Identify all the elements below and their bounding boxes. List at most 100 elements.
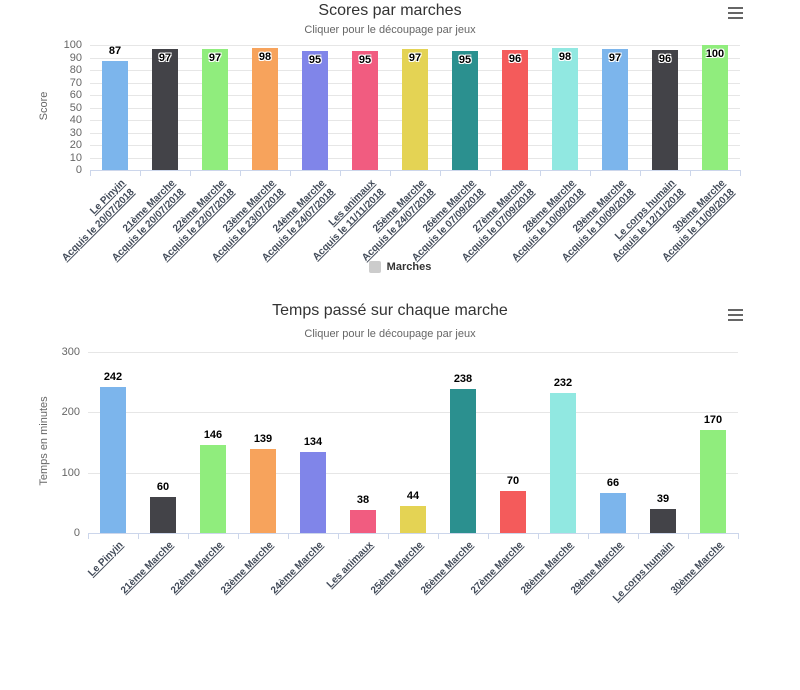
x-axis-tick <box>440 171 441 176</box>
bar[interactable] <box>400 506 426 533</box>
bar[interactable] <box>152 48 178 170</box>
bar-value-label: 98 <box>558 50 572 63</box>
x-axis-tick <box>90 171 91 176</box>
bar[interactable] <box>652 50 678 170</box>
bar[interactable] <box>250 449 276 533</box>
bar[interactable] <box>650 509 676 533</box>
bar[interactable] <box>702 45 728 170</box>
bar[interactable] <box>302 51 328 170</box>
bar-value-label: 100 <box>705 48 725 60</box>
y-axis-tick-label: 30 <box>69 126 82 139</box>
x-axis-tick <box>540 171 541 176</box>
bar-value-label: 97 <box>208 51 222 64</box>
gridline <box>88 352 738 353</box>
bar-value-label: 170 <box>703 414 723 427</box>
bar[interactable] <box>700 430 726 533</box>
y-axis-tick-label: 40 <box>69 114 82 126</box>
x-axis-tick <box>240 171 241 176</box>
bar-value-label: 97 <box>608 51 622 64</box>
bar-value-label: 96 <box>658 53 672 65</box>
bar-value-label: 146 <box>203 428 223 441</box>
x-axis-tick <box>688 534 689 539</box>
bar[interactable] <box>350 510 376 533</box>
y-axis-tick-label: 60 <box>69 89 82 101</box>
bar-value-label: 242 <box>103 370 123 383</box>
bar[interactable] <box>150 496 176 533</box>
bar[interactable] <box>200 444 226 533</box>
hamburger-menu-icon[interactable] <box>725 4 745 22</box>
bar-value-label: 134 <box>303 436 323 449</box>
bar[interactable] <box>450 389 476 533</box>
x-axis-tick <box>640 171 641 176</box>
bar[interactable] <box>500 490 526 533</box>
bar-value-label: 39 <box>656 493 670 506</box>
chart-title: Temps passé sur chaque marche <box>272 302 508 319</box>
legend-swatch <box>368 261 381 273</box>
hamburger-menu-icon[interactable] <box>725 306 745 324</box>
x-axis-tick <box>188 534 189 539</box>
bar[interactable] <box>550 393 576 533</box>
time-chart: Temps passé sur chaque marche Cliquer po… <box>0 295 800 604</box>
bar-value-label: 97 <box>158 51 172 64</box>
x-axis-line <box>88 533 739 534</box>
bar[interactable] <box>600 493 626 533</box>
y-axis-tick-label: 100 <box>61 466 80 479</box>
x-axis-line <box>90 170 741 171</box>
bar-value-label: 66 <box>606 477 620 490</box>
y-axis-tick-label: 0 <box>73 527 80 539</box>
bar-value-label: 98 <box>258 50 272 63</box>
x-axis-tick <box>488 534 489 539</box>
y-axis-tick-label: 100 <box>63 39 82 51</box>
bar[interactable] <box>552 47 578 170</box>
x-axis-tick <box>588 534 589 539</box>
x-axis-tick <box>638 534 639 539</box>
y-axis-tick-label: 90 <box>69 51 82 64</box>
y-axis-tick-label: 70 <box>69 76 82 89</box>
x-axis-tick <box>690 171 691 176</box>
x-axis-tick <box>290 171 291 176</box>
x-axis-tick <box>390 171 391 176</box>
bar[interactable] <box>252 47 278 170</box>
x-axis-tick <box>338 534 339 539</box>
y-axis-tick-label: 200 <box>61 406 80 419</box>
x-axis-tick <box>190 171 191 176</box>
bar-value-label: 95 <box>308 54 322 67</box>
legend[interactable]: Marches <box>0 261 800 273</box>
y-axis-tick-label: 300 <box>61 346 80 358</box>
x-axis-tick <box>388 534 389 539</box>
x-axis-tick <box>138 534 139 539</box>
y-axis-tick-label: 20 <box>69 139 82 151</box>
bar[interactable] <box>300 452 326 533</box>
x-axis-tick <box>88 534 89 539</box>
bar[interactable] <box>452 51 478 170</box>
bar-value-label: 44 <box>406 490 420 503</box>
gridline <box>88 412 738 414</box>
scores-chart: Scores par marches Cliquer pour le décou… <box>0 0 800 295</box>
bar[interactable] <box>202 48 228 170</box>
x-axis-tick <box>288 534 289 539</box>
bar[interactable] <box>102 61 128 170</box>
bar[interactable] <box>602 48 628 170</box>
y-axis-tick-label: 0 <box>75 164 82 176</box>
bar-value-label: 38 <box>356 494 370 507</box>
y-axis-tick-label: 50 <box>69 101 82 114</box>
plot-area: 0 10 20 30 40 50 60 70 80 90 100 87 Le Pinyin Acquis … <box>0 0 800 295</box>
bar-value-label: 95 <box>358 54 372 67</box>
x-axis-tick <box>738 534 739 539</box>
y-axis-tick-label: 10 <box>69 151 82 164</box>
bar-value-label: 87 <box>108 45 122 58</box>
x-axis-tick <box>538 534 539 539</box>
bar-value-label: 139 <box>253 433 273 446</box>
chart-title: Scores par marches <box>318 2 462 19</box>
bar[interactable] <box>100 386 126 533</box>
chart-subtitle: Cliquer pour le découpage par jeux <box>304 24 476 36</box>
bar[interactable] <box>502 50 528 170</box>
bar[interactable] <box>352 51 378 170</box>
bar[interactable] <box>402 48 428 170</box>
bar-value-label: 96 <box>508 53 522 65</box>
bar-value-label: 70 <box>506 474 520 487</box>
legend-label: Marches <box>386 261 432 273</box>
x-axis-tick <box>740 171 741 176</box>
x-axis-tick <box>340 171 341 176</box>
gridline <box>88 472 738 474</box>
